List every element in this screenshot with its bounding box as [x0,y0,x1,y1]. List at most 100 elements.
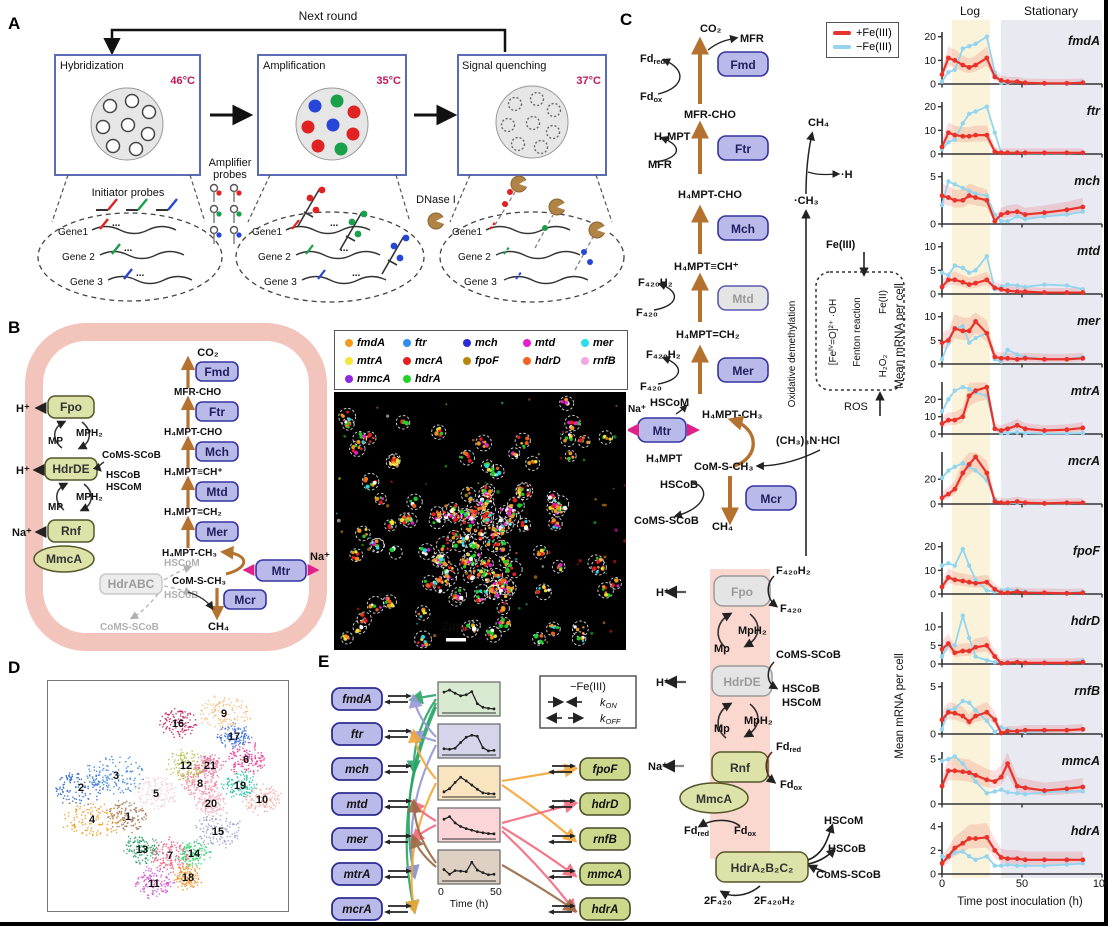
svg-text:mtd: mtd [346,799,368,811]
legend-item-ftr: ftr [403,337,427,349]
plot-gene-label-fpoF: fpoF [1073,544,1100,558]
legend-item-mmcA: mmcA [345,373,391,385]
svg-text:CO₂: CO₂ [700,23,722,35]
initiator-probes-label: Initiator probes [92,187,165,199]
gene-color-dot [463,357,471,365]
svg-text:HdrABC: HdrABC [108,577,155,591]
svg-text:Gene 3: Gene 3 [70,277,103,288]
svg-text:5: 5 [930,640,936,652]
svg-text:mch: mch [345,764,369,776]
umap-cluster-3 [86,755,145,795]
umap-cluster-18 [173,863,203,891]
svg-text:H₄MPT-CH₃: H₄MPT-CH₃ [162,548,217,559]
initiator-probe-icons [96,198,178,211]
svg-text:Fdox: Fdox [734,825,757,838]
log-phase-band [951,20,990,878]
hybridization-cells [95,93,157,157]
svg-text:MpH₂: MpH₂ [744,715,773,727]
umap-cluster-13 [123,835,160,865]
svg-text:Mtd: Mtd [206,485,227,499]
mtd-box [195,481,239,502]
kon-label: kON [600,697,617,710]
plot-gene-label-mer: mer [1077,314,1101,328]
svg-text:Mp: Mp [714,723,730,735]
gene-color-legend: fmdA ftr mch mtd mer mtrA mcrA fpoF hdrD rnfB mmcA… [334,330,628,390]
svg-text:MmcA: MmcA [46,552,82,566]
plus-fe-swatch [833,31,851,35]
svg-text:Gene1: Gene1 [452,227,482,238]
svg-text:MP: MP [48,436,63,447]
svg-text:0: 0 [930,589,936,601]
umap-cluster-19 [220,770,258,798]
svg-text:10: 10 [924,311,936,323]
scale-bar-label: 2µm [442,619,466,633]
svg-text:Mer: Mer [732,364,754,378]
gene-label: mch [475,337,498,349]
gene-color-dot [581,357,589,365]
svg-text:H₄MPT: H₄MPT [654,131,691,143]
umap-cluster-9 [199,695,252,731]
svg-text:hdrA: hdrA [592,904,619,916]
plot-gene-label-fmdA: fmdA [1068,34,1100,48]
svg-text:Na⁺: Na⁺ [310,551,330,563]
svg-text:Gene 3: Gene 3 [264,277,297,288]
gene-box-hdrA [579,897,631,921]
svg-text:Fmd: Fmd [204,365,229,379]
svg-text:HSCoM: HSCoM [650,397,689,409]
expression-plot-mtrA: 0 10 20 mtrA [924,382,1103,441]
svg-text:Fdox: Fdox [640,91,663,104]
stationary-phase-header: Stationary [1023,4,1079,18]
legend-item-mer: mer [581,337,613,349]
legend-item-hdrA: hdrA [403,373,441,385]
svg-text:0: 0 [930,499,936,511]
cluster-number-19: 19 [234,780,246,792]
cluster-number-13: 13 [136,844,148,856]
svg-text:H₄MPT-CHO: H₄MPT-CHO [678,189,742,201]
legend-item-mtd: mtd [523,337,555,349]
legend-item-hdrD: hdrD [523,355,561,367]
gene-label: ftr [415,337,427,349]
next-round-arrow [103,28,507,56]
svg-text:CoMS-SCoB: CoMS-SCoB [102,450,161,461]
dnase-icon [510,175,608,239]
umap-cluster-14 [177,837,212,868]
hdrabc-complex [99,573,163,595]
svg-text:·CH₃: ·CH₃ [794,195,819,207]
cluster-number-14: 14 [188,848,201,860]
svg-text:Fe(III): Fe(III) [826,239,856,251]
expression-plot-mtd: 0 5 10 mtd [924,241,1103,301]
svg-text:H₄MPT-CHO: H₄MPT-CHO [164,427,222,438]
svg-text:0: 0 [930,659,936,671]
svg-text:5: 5 [930,171,936,183]
svg-text:Fe(II): Fe(II) [878,290,889,314]
edge-profile2-fmdA [408,693,437,738]
step-title: Hybridization [60,60,124,72]
gene-label: rnfB [593,355,616,367]
svg-text:5: 5 [930,681,936,693]
edge-profile5-mer [410,833,437,868]
cluster-number-9: 9 [221,708,227,720]
svg-text:10: 10 [924,565,936,577]
svg-text:5: 5 [930,335,936,347]
gene-label: hdrD [535,355,561,367]
log-phase-header: Log [959,4,981,18]
svg-text:10: 10 [924,621,936,633]
svg-text:·H: ·H [841,169,853,181]
svg-text:CoMS-SCoB: CoMS-SCoB [634,515,699,527]
svg-text:hdrD: hdrD [592,799,619,811]
svg-text:CH₄: CH₄ [712,521,733,533]
svg-text:2F₄₂₀H₂: 2F₄₂₀H₂ [754,895,795,907]
mer-box [195,521,239,542]
mmca-protein [33,545,95,573]
gene-box-mtrA [331,862,383,886]
svg-text:F₄₂₀: F₄₂₀ [640,381,662,393]
mcr-box [745,485,797,511]
svg-text:HdrA₂B₂C₂: HdrA₂B₂C₂ [731,861,794,875]
rnf-box [711,751,769,783]
mcr-box [223,589,267,610]
x-tick-50: 50 [1015,878,1029,890]
figure-border-bottom [0,922,1108,926]
cluster-number-3: 3 [113,770,119,782]
edge-profile1-mtrA [405,702,437,880]
x-axis-label: Time post inoculation (h) [957,896,1083,908]
